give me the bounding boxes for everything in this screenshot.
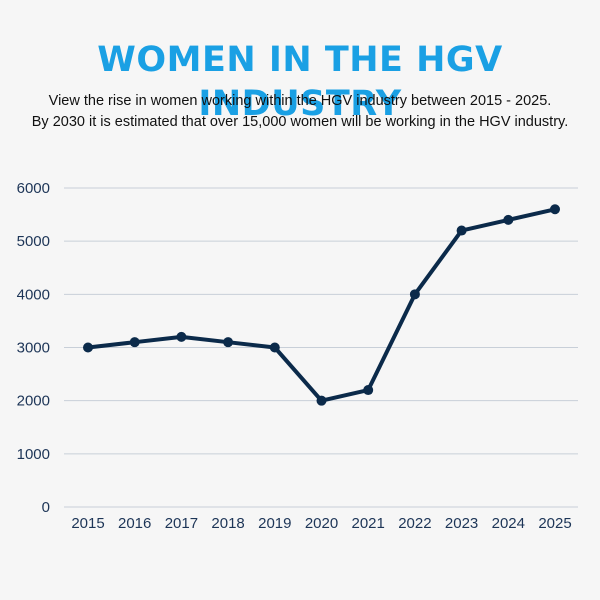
grid-lines: [64, 187, 578, 508]
data-point-2025: [550, 204, 560, 215]
y-tick-label: 4000: [17, 286, 50, 303]
x-tick-label: 2022: [398, 515, 431, 532]
data-point-2019: [269, 342, 280, 353]
y-tick-label: 1000: [17, 446, 50, 463]
data-point-2024: [503, 214, 514, 225]
y-tick-label: 6000: [17, 180, 50, 197]
x-tick-label: 2025: [538, 515, 571, 532]
data-point-2016: [129, 337, 140, 348]
data-points: [83, 204, 560, 406]
subtitle-line-2: By 2030 it is estimated that over 15,000…: [31, 114, 569, 130]
data-point-2015: [83, 342, 93, 353]
x-tick-label: 2019: [258, 515, 291, 532]
subtitle-line-1: View the rise in women working within th…: [48, 93, 552, 109]
y-tick-label: 0: [42, 499, 50, 516]
x-tick-label: 2017: [165, 515, 198, 532]
y-tick-label: 3000: [17, 340, 50, 357]
x-tick-label: 2020: [305, 515, 338, 532]
chart-subtitle: View the rise in women working within th…: [0, 91, 600, 133]
data-point-2020: [316, 395, 327, 406]
x-tick-label: 2018: [211, 515, 244, 532]
series-layer: [86, 207, 557, 403]
x-tick-label: 2016: [118, 515, 151, 532]
x-tick-label: 2021: [352, 515, 385, 532]
y-tick-label: 2000: [17, 393, 50, 410]
x-tick-label: 2024: [492, 515, 525, 532]
series-line: [86, 207, 557, 403]
data-point-2017: [176, 331, 187, 342]
x-tick-label: 2023: [445, 515, 478, 532]
data-point-2021: [363, 385, 374, 396]
data-point-2022: [409, 289, 420, 300]
chart-title: WOMEN IN THE HGV INDUSTRY: [97, 40, 503, 124]
y-axis-ticks: 0 1000 2000 3000 4000 5000 6000: [17, 180, 50, 516]
x-axis-ticks: 2015 2016 2017 2018 2019 2020 2021 2022 2023 2024…: [71, 515, 571, 532]
data-point-2023: [456, 225, 467, 236]
data-point-2018: [223, 337, 234, 348]
y-tick-label: 5000: [17, 233, 50, 250]
x-tick-label: 2015: [71, 515, 104, 532]
